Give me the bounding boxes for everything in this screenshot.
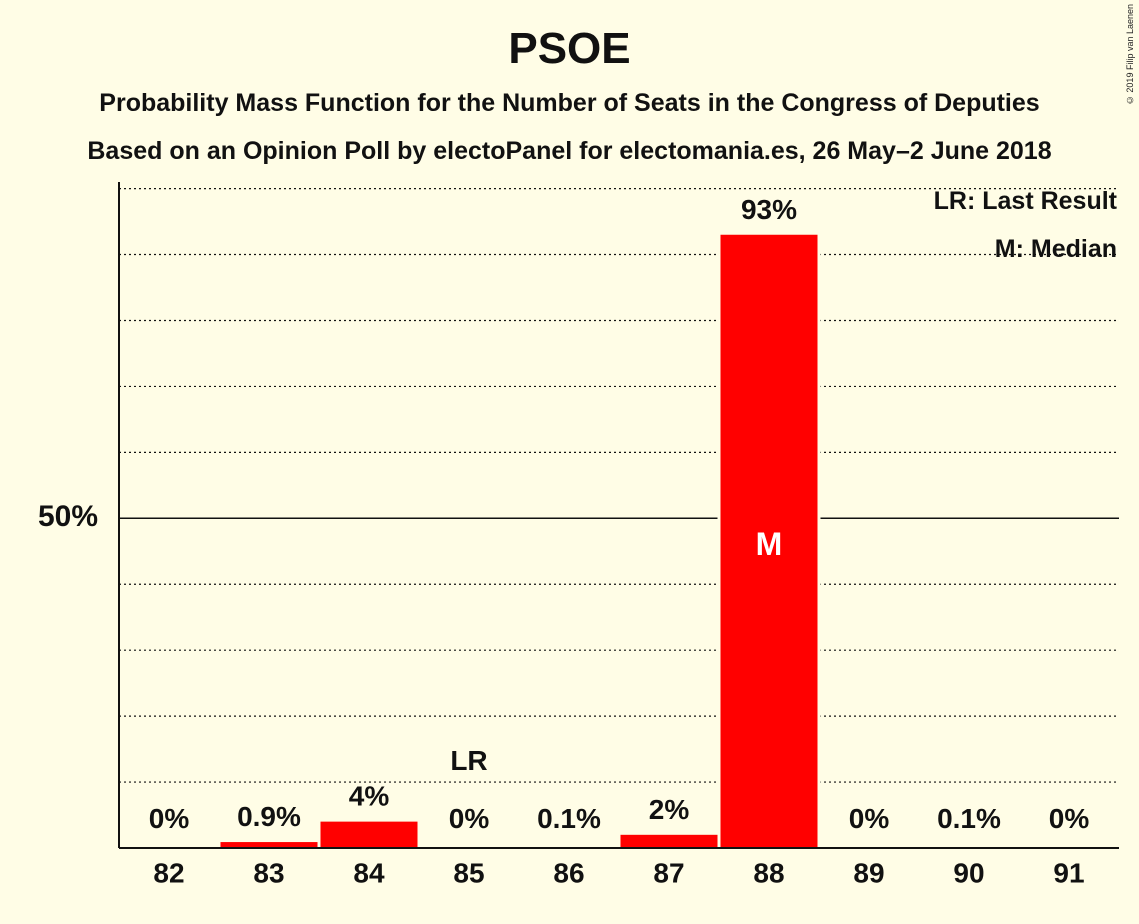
value-label: 2% [649,794,690,825]
bar-83 [220,842,318,848]
chart-source-line: Based on an Opinion Poll by electoPanel … [87,137,1052,165]
chart-subtitle: Probability Mass Function for the Number… [99,89,1040,117]
legend-median: M: Median [995,235,1117,263]
value-label: 0.1% [537,803,601,834]
x-tick-label: 89 [853,857,884,888]
value-label: 0% [849,803,890,834]
value-label: 0% [149,803,190,834]
x-tick-label: 87 [653,857,684,888]
x-tick-label: 83 [253,857,284,888]
x-tick-label: 85 [453,857,484,888]
gridlines [119,187,1119,783]
x-tick-label: 91 [1053,857,1084,888]
median-marker: M [756,526,783,562]
value-label: 93% [741,194,797,225]
x-tick-label: 84 [353,857,385,888]
x-tick-label: 90 [953,857,984,888]
last-result-marker: LR [450,745,487,776]
value-label: 0% [449,803,490,834]
labels: 82 0% 83 0.9% 84 4% 85 0% LR 86 0.1% 87 2% 88 93% M 89 0%… [149,194,1090,889]
y-tick-label: 50% [38,500,98,533]
value-label: 0.1% [937,803,1001,834]
bars [220,231,1018,849]
x-tick-label: 86 [553,857,584,888]
value-label: 4% [349,781,390,812]
chart-title: PSOE [508,24,631,73]
bar-88 [720,234,818,849]
value-label: 0% [1049,803,1090,834]
bar-84 [320,821,418,848]
x-tick-label: 88 [753,857,784,888]
legend-last-result: LR: Last Result [934,187,1118,215]
value-label: 0.9% [237,801,301,832]
axes: 50% LR: Last Result M: Median [38,182,1119,849]
bar-87 [620,834,718,848]
x-tick-label: 82 [153,857,184,888]
